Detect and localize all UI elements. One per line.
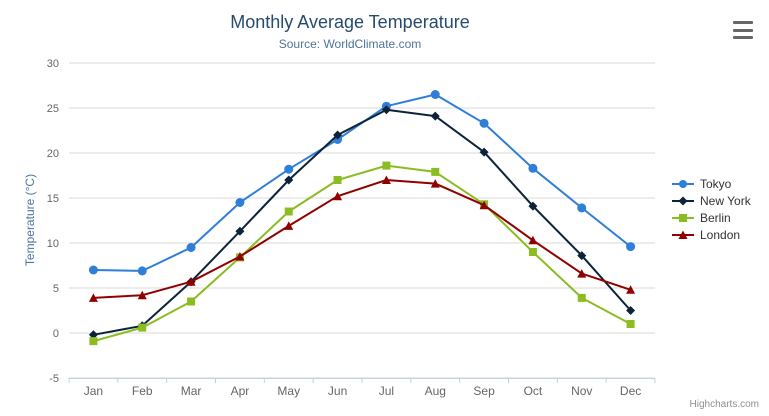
hamburger-menu-icon [733, 36, 753, 39]
data-point-berlin[interactable] [431, 167, 440, 176]
data-point-tokyo[interactable] [88, 265, 98, 275]
data-point-london[interactable] [137, 290, 147, 300]
legend: Tokyo New York Berlin London [671, 175, 751, 243]
data-point-berlin[interactable] [138, 323, 147, 332]
highcharts-credit-link[interactable]: Highcharts.com [689, 399, 759, 410]
legend-symbol [672, 213, 694, 222]
legend-item-berlin[interactable]: Berlin [671, 209, 751, 226]
data-point-new-york[interactable] [235, 226, 245, 236]
x-axis-label: Dec [620, 384, 641, 398]
series-line-tokyo[interactable] [92, 93, 632, 272]
y-axis-label: 15 [47, 193, 59, 205]
legend-label: Tokyo [700, 176, 732, 191]
series-line-london[interactable] [92, 179, 632, 299]
legend-marker-square-icon [671, 211, 695, 225]
data-point-new-york[interactable] [333, 130, 343, 140]
legend-symbol [672, 196, 694, 205]
data-point-berlin[interactable] [187, 297, 196, 306]
y-axis-label: 5 [53, 283, 59, 295]
data-point-tokyo[interactable] [186, 243, 196, 252]
data-point-new-york[interactable] [577, 251, 587, 261]
y-axis-label: 0 [53, 328, 59, 340]
legend-item-london[interactable]: London [671, 226, 751, 243]
data-point-london[interactable] [528, 235, 538, 245]
data-point-london[interactable] [577, 269, 587, 278]
data-point-new-york[interactable] [626, 306, 636, 315]
hamburger-menu-icon [733, 21, 753, 24]
chart-subtitle: Source: WorldClimate.com [278, 37, 422, 51]
data-point-london[interactable] [479, 200, 489, 210]
x-axis-label: Nov [571, 384, 592, 398]
x-axis-label: Jan [84, 384, 103, 398]
x-axis-label: Sep [473, 384, 495, 398]
data-point-berlin[interactable] [528, 248, 537, 256]
legend-symbol [672, 230, 694, 239]
data-point-tokyo[interactable] [528, 163, 538, 173]
legend-label: New York [700, 193, 751, 208]
data-point-new-york[interactable] [381, 105, 391, 115]
data-point-london[interactable] [284, 221, 294, 230]
chart-title: Monthly Average Temperature [230, 12, 470, 32]
y-axis-label: 10 [47, 238, 59, 250]
legend-item-tokyo[interactable]: Tokyo [671, 175, 751, 192]
data-point-tokyo[interactable] [430, 90, 440, 99]
data-point-london[interactable] [235, 252, 245, 261]
data-point-tokyo[interactable] [284, 164, 294, 174]
legend-item-new-york[interactable]: New York [671, 192, 751, 209]
data-point-tokyo[interactable] [479, 118, 489, 128]
data-point-berlin[interactable] [577, 293, 586, 302]
data-point-new-york[interactable] [430, 111, 440, 121]
data-point-berlin[interactable] [89, 337, 98, 346]
legend-square-icon [679, 213, 687, 222]
data-point-tokyo[interactable] [577, 203, 587, 213]
legend-marker-circle-icon [671, 177, 695, 191]
series-line-new-york[interactable] [92, 108, 632, 336]
hamburger-menu-icon [733, 28, 753, 32]
x-axis-label: Jun [328, 384, 347, 398]
data-point-london[interactable] [186, 277, 196, 286]
data-point-tokyo[interactable] [235, 198, 245, 207]
data-point-new-york[interactable] [528, 201, 538, 211]
data-point-berlin[interactable] [333, 176, 342, 184]
legend-symbol [672, 179, 694, 188]
data-point-new-york[interactable] [88, 330, 98, 340]
x-axis-label: Oct [524, 384, 543, 398]
x-axis-label: May [277, 384, 300, 398]
legend-label: Berlin [700, 210, 731, 225]
data-point-tokyo[interactable] [626, 242, 636, 252]
data-point-tokyo[interactable] [137, 266, 147, 276]
x-axis-label: Mar [181, 384, 202, 398]
y-axis-label: 20 [47, 148, 59, 160]
y-axis-label: -5 [49, 373, 59, 385]
y-axis-label: 30 [47, 58, 59, 70]
data-point-london[interactable] [430, 179, 440, 188]
data-point-berlin[interactable] [382, 161, 391, 170]
data-point-london[interactable] [333, 191, 343, 201]
legend-triangle-icon [678, 230, 688, 239]
data-point-berlin[interactable] [626, 320, 635, 328]
x-axis-label: Apr [231, 384, 250, 398]
data-point-new-york[interactable] [284, 175, 294, 185]
y-axis-label: 25 [47, 103, 59, 115]
legend-circle-icon [679, 179, 687, 188]
data-point-berlin[interactable] [284, 207, 293, 216]
series-line-berlin[interactable] [92, 164, 632, 343]
legend-diamond-icon [678, 196, 688, 205]
context-menu-button[interactable] [733, 20, 753, 40]
x-axis-label: Aug [425, 384, 446, 398]
x-axis-label: Feb [132, 384, 153, 398]
x-axis-label: Jul [379, 384, 394, 398]
data-point-london[interactable] [381, 175, 391, 185]
data-point-london[interactable] [626, 285, 636, 294]
legend-marker-diamond-icon [671, 194, 695, 208]
data-point-new-york[interactable] [479, 147, 489, 157]
y-axis-title: Temperature (°C) [23, 173, 37, 267]
legend-marker-triangle-icon [671, 228, 695, 242]
legend-label: London [700, 227, 741, 242]
data-point-london[interactable] [88, 293, 98, 302]
